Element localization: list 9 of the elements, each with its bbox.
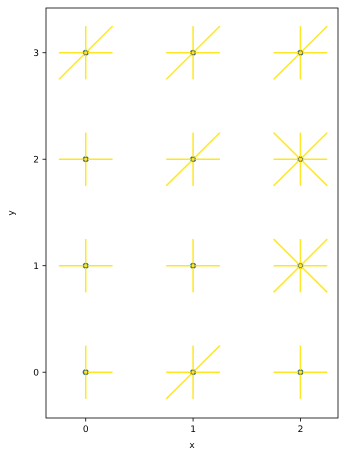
x-tick-label: 2: [298, 425, 304, 435]
y-axis-title: y: [7, 210, 17, 216]
y-tick-label: 1: [33, 262, 39, 272]
y-tick-label: 2: [33, 155, 39, 166]
x-tick-label: 0: [82, 425, 89, 435]
y-tick-label: 0: [33, 368, 40, 378]
y-tick-label: 3: [33, 48, 39, 59]
x-tick-label: 1: [190, 425, 196, 435]
x-axis-title: x: [189, 441, 196, 451]
